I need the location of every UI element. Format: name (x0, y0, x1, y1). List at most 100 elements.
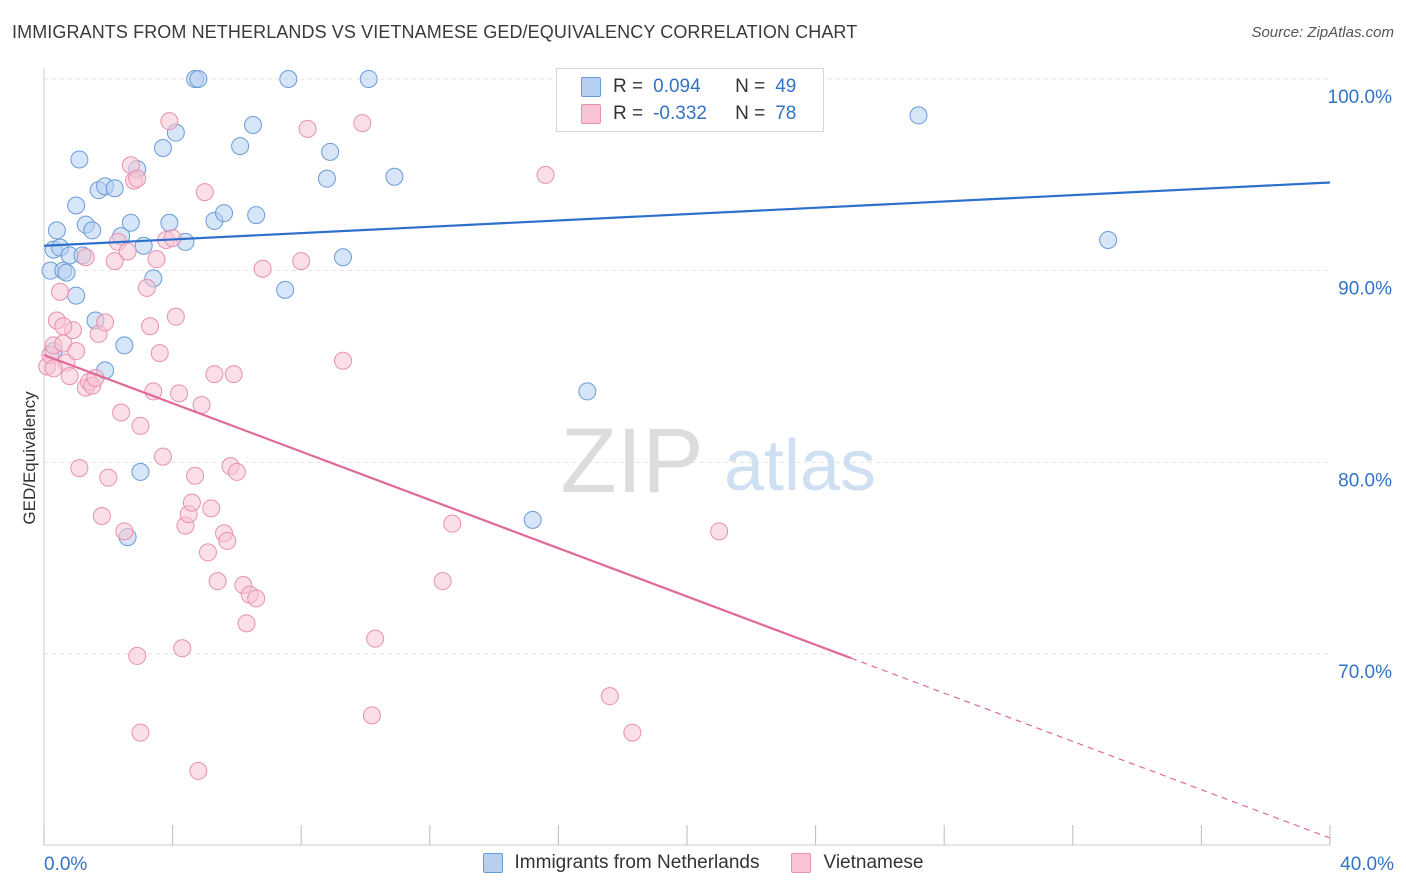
y-axis-title: GED/Equivalency (20, 391, 39, 525)
chart-title: IMMIGRANTS FROM NETHERLANDS VS VIETNAMES… (12, 22, 858, 42)
legend-swatch-blue (581, 77, 601, 97)
legend-n-value: 78 (775, 103, 797, 124)
netherlands-point (105, 179, 124, 198)
watermark-atlas: atlas (724, 426, 876, 506)
trend-line-solid (43, 353, 852, 660)
vietnamese-point (131, 723, 150, 742)
series-swatch-blue (482, 853, 503, 873)
netherlands-point (83, 221, 102, 240)
legend-row-vietnamese: R = -0.332 N = 78 (581, 102, 796, 126)
y-tick-label: 70.0% (1338, 662, 1392, 683)
vietnamese-point (433, 572, 452, 591)
vietnamese-point (128, 646, 147, 665)
vietnamese-point (128, 169, 147, 188)
vietnamese-point (237, 614, 256, 633)
correlation-legend: R = 0.094 N = 49 R = -0.332 N = 78 (556, 68, 824, 132)
vietnamese-point (173, 639, 192, 658)
series-legend: Immigrants from Netherlands Vietnamese (0, 852, 1406, 874)
vietnamese-point (189, 761, 208, 780)
netherlands-point (333, 248, 352, 267)
netherlands-point (70, 150, 89, 169)
y-tick-label: 90.0% (1338, 279, 1392, 300)
netherlands-point (578, 382, 597, 401)
vietnamese-point (76, 248, 95, 267)
trend-line-solid (43, 181, 1331, 247)
legend-swatch-pink (581, 104, 601, 124)
watermark: ZIP atlas (560, 410, 876, 512)
series-swatch-pink (791, 853, 812, 873)
vietnamese-point (112, 403, 131, 422)
vietnamese-point (67, 342, 86, 361)
vietnamese-point (333, 351, 352, 370)
legend-row-netherlands: R = 0.094 N = 49 (581, 75, 796, 99)
vietnamese-point (198, 543, 217, 562)
netherlands-point (160, 213, 179, 232)
netherlands-point (67, 286, 86, 305)
legend-r-label: R = (613, 103, 644, 124)
legend-n-value: 49 (775, 76, 797, 97)
vietnamese-point (205, 365, 224, 384)
netherlands-point (153, 139, 172, 157)
series-legend-vietnamese[interactable]: Vietnamese (791, 852, 923, 874)
vietnamese-point (202, 499, 221, 518)
netherlands-point (359, 70, 378, 88)
x-tick-label: 40.0% (1340, 854, 1394, 875)
vietnamese-point (443, 514, 462, 533)
vietnamese-point (366, 629, 385, 648)
netherlands-point (215, 204, 234, 223)
vietnamese-point (600, 687, 619, 706)
trend-lines (43, 181, 1331, 839)
vietnamese-point (131, 416, 150, 435)
vietnamese-point (51, 282, 70, 301)
netherlands-point (523, 510, 542, 529)
netherlands-point (279, 70, 298, 88)
netherlands-point (321, 142, 340, 161)
netherlands-point (317, 169, 336, 188)
watermark-zip: ZIP (560, 410, 703, 512)
netherlands-point (231, 137, 250, 156)
vietnamese-point (141, 317, 160, 336)
axes (43, 68, 1331, 846)
netherlands-point (247, 206, 266, 225)
netherlands-point (189, 70, 208, 88)
legend-n-label: N = (735, 76, 766, 97)
vietnamese-point (147, 250, 166, 269)
series-legend-label: Immigrants from Netherlands (514, 852, 760, 873)
vietnamese-point (115, 522, 134, 541)
vietnamese-point (44, 359, 63, 378)
netherlands-point (385, 167, 404, 186)
vietnamese-point (153, 447, 172, 466)
vietnamese-point (218, 531, 237, 550)
vietnamese-point (247, 589, 266, 608)
vietnamese-point (105, 252, 124, 271)
vietnamese-point (96, 313, 115, 332)
vietnamese-point (208, 572, 227, 591)
y-tick-label: 80.0% (1338, 470, 1392, 491)
series-legend-netherlands[interactable]: Immigrants from Netherlands (482, 852, 760, 874)
netherlands-point (276, 280, 295, 299)
vietnamese-point (144, 382, 163, 401)
vietnamese-point (150, 344, 169, 363)
vietnamese-point (298, 119, 317, 138)
axis-labels: 70.0% 80.0% 90.0% 100.0% 0.0% 40.0% GED/Equiva… (20, 87, 1394, 875)
vietnamese-point (166, 307, 185, 326)
vietnamese-point (137, 278, 156, 297)
vietnamese-point (118, 242, 137, 261)
vietnamese-point (253, 259, 272, 278)
netherlands-point (131, 462, 150, 481)
trend-line-dashed (850, 657, 1331, 839)
vietnamese-point (99, 468, 118, 487)
vietnamese-point (160, 112, 179, 131)
vietnamese-point (186, 466, 205, 485)
netherlands-point (115, 336, 134, 355)
vietnamese-point (70, 459, 89, 478)
netherlands-point (57, 263, 76, 282)
legend-n-label: N = (735, 103, 766, 124)
vietnamese-point (54, 317, 73, 336)
vietnamese-point (170, 384, 189, 403)
netherlands-point (67, 196, 86, 215)
vietnamese-point (536, 165, 555, 184)
data-points (38, 70, 1118, 780)
netherlands-point (1099, 231, 1118, 249)
